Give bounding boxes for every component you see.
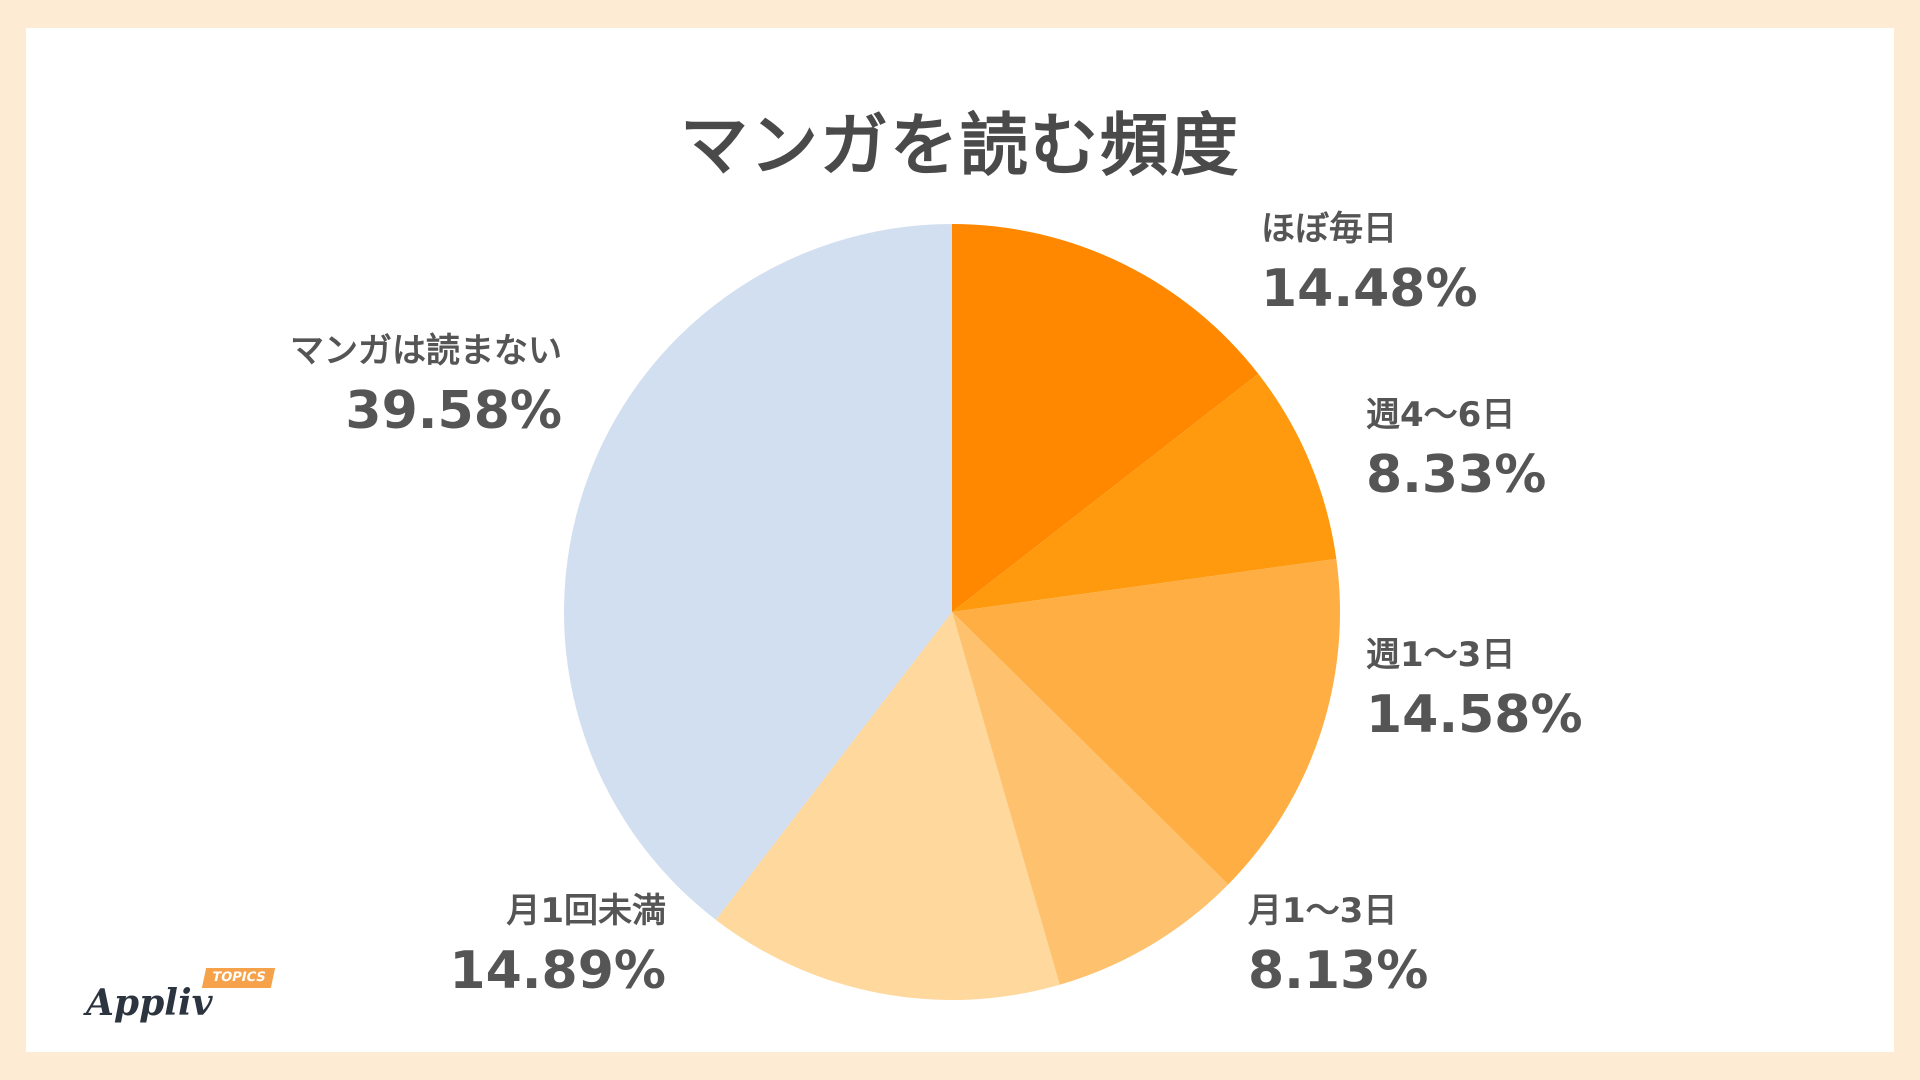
pie-slice-5 (715, 612, 1060, 1000)
pie-slice-6 (563, 224, 952, 920)
pie-slice-4 (952, 612, 1229, 985)
slice-value-6: 39.58% (345, 381, 562, 441)
appliv-topics-logo: Appliv TOPICS (56, 968, 276, 1038)
chart-card: マンガを読む頻度 ほぼ毎日 14.48% 週4〜6日 8.33% 週1〜3日 14.58%… (26, 28, 1894, 1052)
slice-label-1: ほぼ毎日 (1261, 209, 1397, 249)
pie-slice-3 (952, 558, 1340, 885)
slice-value-3: 14.58% (1366, 685, 1583, 745)
slice-value-4: 8.13% (1248, 941, 1428, 1001)
slice-label-5: 月1回未満 (506, 891, 666, 931)
pie-chart: ほぼ毎日 14.48% 週4〜6日 8.33% 週1〜3日 14.58% 月1〜3日 8.13… (290, 209, 1583, 1001)
slice-value-5: 14.89% (449, 941, 666, 1001)
logo-badge: TOPICS (201, 968, 276, 988)
pie-slice-1 (952, 224, 1259, 612)
pie-slice-2 (952, 373, 1337, 612)
slice-value-2: 8.33% (1366, 445, 1546, 505)
slice-label-4: 月1〜3日 (1248, 891, 1397, 931)
slice-label-2: 週4〜6日 (1366, 395, 1515, 435)
chart-title: マンガを読む頻度 (679, 107, 1240, 186)
slice-label-3: 週1〜3日 (1366, 635, 1515, 675)
slice-label-6: マンガは読まない (290, 331, 562, 371)
slice-value-1: 14.48% (1261, 259, 1478, 319)
logo-text: Appliv (86, 982, 213, 1024)
